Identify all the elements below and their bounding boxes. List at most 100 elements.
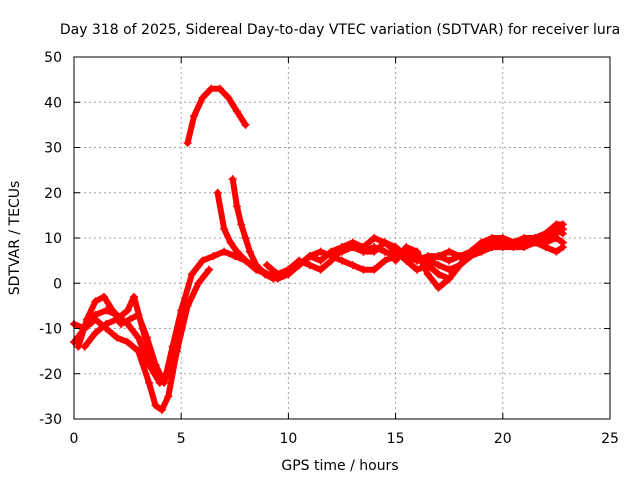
y-axis-ticks: -30 -20 -10 0 10 20 30 40 50 xyxy=(39,50,610,428)
data-point-marker xyxy=(402,252,411,261)
data-point-marker xyxy=(241,256,250,265)
grid-lines xyxy=(74,57,610,419)
data-point-marker xyxy=(80,342,89,351)
data-point-marker xyxy=(558,243,567,252)
x-tick-label: 25 xyxy=(601,431,619,447)
y-tick-label: -10 xyxy=(39,322,62,338)
data-point-marker xyxy=(172,347,181,356)
data-point-marker xyxy=(183,301,192,310)
data-point-marker xyxy=(445,274,454,283)
y-tick-label: 20 xyxy=(44,186,62,202)
data-point-marker xyxy=(466,252,475,261)
data-point-marker xyxy=(194,279,203,288)
data-point-marker xyxy=(232,202,241,211)
data-point-marker xyxy=(269,274,278,283)
data-point-marker xyxy=(552,234,561,242)
data-point-marker xyxy=(91,297,100,306)
data-point-marker xyxy=(295,261,304,270)
data-point-marker xyxy=(237,220,246,229)
data-point-marker xyxy=(445,265,454,274)
data-point-marker xyxy=(198,256,207,265)
data-point-marker xyxy=(380,238,389,247)
data-point-marker xyxy=(413,247,422,256)
series-track-4 xyxy=(80,292,164,383)
data-point-marker xyxy=(151,401,160,410)
data-point-marker xyxy=(338,256,346,265)
data-point-marker xyxy=(552,247,561,256)
data-point-marker xyxy=(434,270,443,279)
data-point-marker xyxy=(338,247,346,256)
data-point-marker xyxy=(316,265,325,274)
data-point-marker xyxy=(316,247,325,256)
data-point-marker xyxy=(91,315,100,324)
data-point-marker xyxy=(305,261,314,270)
data-point-marker xyxy=(155,374,164,383)
data-point-marker xyxy=(348,261,357,270)
data-point-marker xyxy=(520,243,529,252)
x-tick-label: 15 xyxy=(387,431,405,447)
data-point-marker xyxy=(558,220,567,229)
data-point-marker xyxy=(228,175,237,184)
data-point-marker xyxy=(82,315,91,324)
data-point-marker xyxy=(413,265,422,274)
data-point-marker xyxy=(445,256,454,265)
data-point-marker xyxy=(455,261,464,270)
data-point-marker xyxy=(370,265,379,274)
data-point-marker xyxy=(445,247,454,256)
data-point-marker xyxy=(370,243,379,252)
data-point-marker xyxy=(509,238,518,247)
data-point-marker xyxy=(423,252,432,261)
data-point-marker xyxy=(434,283,443,292)
data-point-marker xyxy=(359,265,368,274)
data-point-marker xyxy=(558,229,567,238)
y-tick-label: -30 xyxy=(39,412,62,428)
data-point-marker xyxy=(112,333,121,342)
y-tick-label: 10 xyxy=(44,231,62,247)
data-point-marker xyxy=(552,224,561,233)
data-point-marker xyxy=(488,243,497,252)
data-point-marker xyxy=(477,247,486,256)
data-point-marker xyxy=(434,261,443,270)
data-point-marker xyxy=(220,224,229,233)
data-point-marker xyxy=(147,356,156,365)
series-track-2 xyxy=(70,265,214,414)
data-point-marker xyxy=(245,247,254,256)
x-tick-label: 10 xyxy=(279,431,297,447)
x-axis-label: GPS time / hours xyxy=(281,458,398,474)
data-point-marker xyxy=(541,243,550,252)
data-point-marker xyxy=(112,315,121,324)
data-point-marker xyxy=(232,107,241,116)
chart-title: Day 318 of 2025, Sidereal Day-to-day VTE… xyxy=(60,22,620,38)
y-tick-label: 30 xyxy=(44,141,62,157)
data-point-marker xyxy=(160,378,169,387)
data-point-marker xyxy=(402,243,411,252)
data-point-marker xyxy=(327,252,336,261)
data-point-marker xyxy=(252,261,261,270)
data-point-marker xyxy=(241,120,250,129)
series-track-5 xyxy=(183,84,250,147)
data-point-marker xyxy=(130,292,139,301)
data-point-marker xyxy=(370,234,379,242)
data-point-marker xyxy=(226,238,235,247)
data-point-marker xyxy=(498,238,507,247)
y-tick-label: 40 xyxy=(44,95,62,111)
data-point-marker xyxy=(205,265,214,274)
data-point-marker xyxy=(541,229,550,238)
data-point-marker xyxy=(316,256,325,265)
data-point-marker xyxy=(391,252,400,261)
data-point-marker xyxy=(232,247,241,256)
data-point-marker xyxy=(348,243,357,252)
data-point-marker xyxy=(166,360,175,369)
data-point-marker xyxy=(359,247,368,256)
data-point-marker xyxy=(209,252,218,261)
x-tick-label: 5 xyxy=(177,431,186,447)
x-axis-ticks: 0 5 10 15 20 25 xyxy=(70,57,619,447)
data-point-marker xyxy=(413,256,422,265)
data-point-marker xyxy=(284,265,293,274)
x-tick-label: 20 xyxy=(494,431,512,447)
data-point-marker xyxy=(207,84,216,93)
data-point-marker xyxy=(262,261,271,270)
data-point-marker xyxy=(134,333,143,342)
data-point-marker xyxy=(423,270,432,279)
data-point-marker xyxy=(220,247,229,256)
